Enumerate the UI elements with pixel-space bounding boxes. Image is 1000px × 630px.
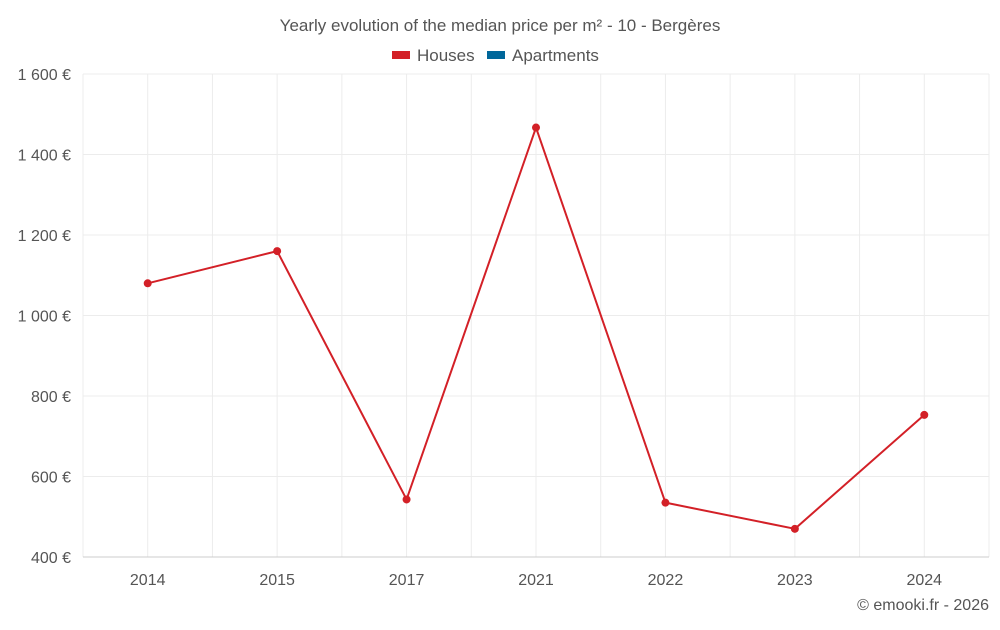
y-tick-label: 1 000 € [18, 309, 71, 326]
x-axis: 2014 2015 2017 2021 2022 2023 2024 [83, 556, 989, 589]
data-point[interactable] [790, 524, 799, 533]
data-point[interactable] [273, 247, 282, 256]
legend-swatch [392, 51, 410, 59]
credit-text: © emooki.fr - 2026 [857, 597, 989, 614]
y-tick-label: 1 200 € [18, 228, 71, 245]
chart-title: Yearly evolution of the median price per… [280, 16, 721, 35]
x-tick-label: 2015 [259, 572, 295, 589]
data-point[interactable] [143, 279, 152, 288]
x-tick-label: 2021 [518, 572, 554, 589]
y-tick-label: 800 € [31, 389, 71, 406]
legend: Houses Apartments [392, 46, 599, 65]
legend-swatch [487, 51, 505, 59]
grid-lines [82, 73, 990, 557]
legend-label: Houses [417, 46, 475, 65]
series-layer [143, 123, 929, 533]
data-point[interactable] [661, 498, 670, 507]
data-point[interactable] [532, 123, 540, 132]
x-tick-label: 2017 [389, 572, 425, 589]
x-tick-label: 2014 [130, 572, 166, 589]
x-tick-label: 2024 [906, 572, 942, 589]
legend-item-houses[interactable]: Houses [392, 46, 475, 65]
data-point[interactable] [920, 410, 929, 419]
series-houses [143, 123, 929, 533]
legend-item-apartments[interactable]: Apartments [487, 46, 599, 65]
y-axis: 400 € 600 € 800 € 1 000 € 1 200 € 1 400 € 1 60… [18, 67, 71, 567]
data-point[interactable] [402, 495, 411, 504]
legend-label: Apartments [512, 46, 599, 65]
y-tick-label: 600 € [31, 470, 71, 487]
y-tick-label: 400 € [31, 550, 71, 567]
x-tick-label: 2022 [648, 572, 684, 589]
y-tick-label: 1 400 € [18, 148, 71, 165]
x-tick-label: 2023 [777, 572, 813, 589]
y-tick-label: 1 600 € [18, 67, 71, 84]
